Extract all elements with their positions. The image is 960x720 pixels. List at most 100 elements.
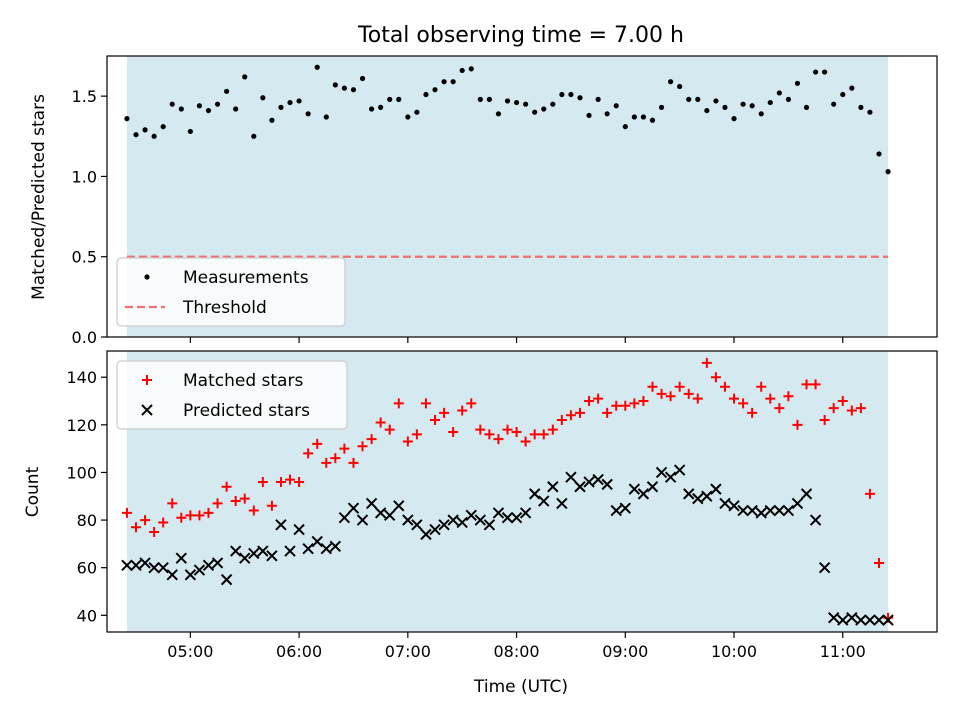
measurement-point — [812, 69, 819, 75]
matched-stars-point — [692, 393, 703, 404]
matched-stars-point — [611, 400, 622, 411]
measurement-point — [332, 82, 338, 88]
matched-stars-point — [457, 405, 468, 416]
measurement-point — [731, 116, 737, 122]
measurement-point — [523, 101, 529, 107]
predicted-stars-point — [257, 545, 269, 557]
predicted-stars-point — [583, 476, 595, 488]
matched-stars-point — [629, 398, 640, 409]
predicted-stars-point — [556, 497, 568, 510]
measurement-point — [242, 74, 248, 80]
matched-stars-point — [285, 474, 296, 485]
predicted-stars-point — [538, 495, 550, 507]
predicted-stars-point — [701, 490, 713, 502]
matched-stars-point — [420, 398, 431, 409]
predicted-stars-point — [474, 514, 487, 526]
measurement-point — [432, 87, 438, 93]
count-panel-ticks: 40 60 80 100 120 140 05:00 06:00 07:00 08:00 09:00… — [66, 368, 865, 661]
measurement-point — [314, 64, 320, 70]
measurement-point — [622, 124, 628, 130]
matched-stars-point — [620, 400, 631, 411]
measurement-point — [586, 112, 592, 119]
measurement-point — [577, 95, 583, 101]
matched-stars-point — [330, 453, 341, 464]
count-x-tick-label: 10:00 — [711, 642, 757, 661]
predicted-stars-point — [157, 561, 169, 574]
matched-stars-point — [140, 515, 151, 526]
count-y-tick-label: 140 — [66, 368, 97, 387]
predicted-stars-point — [837, 614, 849, 626]
predicted-stars-point — [673, 464, 686, 476]
matched-stars-point — [574, 407, 585, 418]
measurement-point — [749, 103, 755, 109]
matched-stars-point — [792, 419, 803, 430]
matched-stars-point — [502, 424, 513, 435]
matched-stars-point — [339, 443, 350, 454]
matched-stars-point — [430, 415, 441, 426]
predicted-stars-point — [737, 504, 749, 517]
count-y-tick-label: 120 — [66, 416, 97, 435]
predicted-stars-point — [202, 559, 215, 572]
predicted-stars-point — [374, 507, 387, 519]
matched-stars-point — [683, 388, 694, 399]
predicted-stars-point — [393, 500, 405, 512]
predicted-stars-point — [411, 519, 423, 531]
ratio-y-tick-label: 0.5 — [72, 248, 97, 267]
predicted-stars-point — [320, 542, 332, 555]
measurement-point — [124, 116, 130, 122]
measurement-point — [468, 66, 474, 72]
measurement-point — [695, 96, 701, 102]
predicted-stars-point — [239, 552, 251, 564]
matched-stars-point — [810, 379, 821, 390]
measurement-point — [885, 169, 891, 175]
matched-stars-point — [801, 379, 812, 390]
predicted-stars-point — [193, 564, 206, 576]
predicted-stars-point — [447, 514, 459, 526]
count-x-tick-label: 06:00 — [276, 642, 322, 661]
predicted-stars-point — [329, 540, 342, 552]
time-axis-label: Time (UTC) — [473, 677, 568, 697]
matched-stars-point — [439, 407, 450, 418]
predicted-stars-point — [846, 612, 858, 624]
predicted-stars-point — [429, 523, 441, 536]
measurement-point — [776, 90, 782, 96]
predicted-stars-point — [275, 519, 287, 531]
matched-stars-point — [375, 417, 386, 428]
predicted-stars-point — [628, 483, 641, 495]
measurement-point — [495, 111, 502, 117]
predicted-stars-point — [347, 502, 360, 514]
measurement-point — [513, 99, 520, 106]
matched-stars-point — [846, 405, 857, 416]
predicted-stars-point — [510, 511, 523, 524]
measurement-point — [323, 114, 329, 120]
ratio-panel-ticks: 0.0 0.5 1.0 1.5 — [72, 87, 844, 347]
predicted-stars-point — [818, 561, 831, 574]
predicted-stars-point — [492, 507, 505, 519]
measurement-point — [822, 69, 828, 75]
predicted-stars-point — [338, 511, 351, 524]
predicted-stars-point — [356, 514, 369, 526]
count-y-tick-label: 60 — [77, 559, 97, 578]
measurement-point — [396, 96, 402, 102]
ratio-y-axis-label: Matched/Predicted stars — [29, 94, 49, 300]
count-x-tick-label: 05:00 — [167, 642, 213, 661]
matched-stars-point — [130, 522, 141, 533]
matched-stars-point — [828, 403, 839, 414]
predicted-stars-point — [864, 614, 876, 626]
matched-stars-point — [466, 398, 477, 409]
measurement-point — [368, 106, 375, 112]
measurement-point — [504, 98, 511, 104]
matched-stars-point — [529, 429, 540, 440]
measurement-point — [205, 107, 212, 114]
predicted-stars-point — [619, 502, 632, 514]
measurement-point — [405, 114, 411, 120]
measurement-point — [486, 96, 492, 102]
measurement-point — [387, 96, 393, 102]
predicted-stars-point — [420, 528, 432, 541]
predicted-stars-point — [266, 550, 278, 562]
predicted-stars-point — [483, 519, 496, 531]
predicted-stars-point — [882, 614, 894, 626]
matched-stars-point — [321, 457, 332, 468]
measurement-point — [151, 133, 157, 139]
matched-stars-point — [584, 396, 595, 407]
